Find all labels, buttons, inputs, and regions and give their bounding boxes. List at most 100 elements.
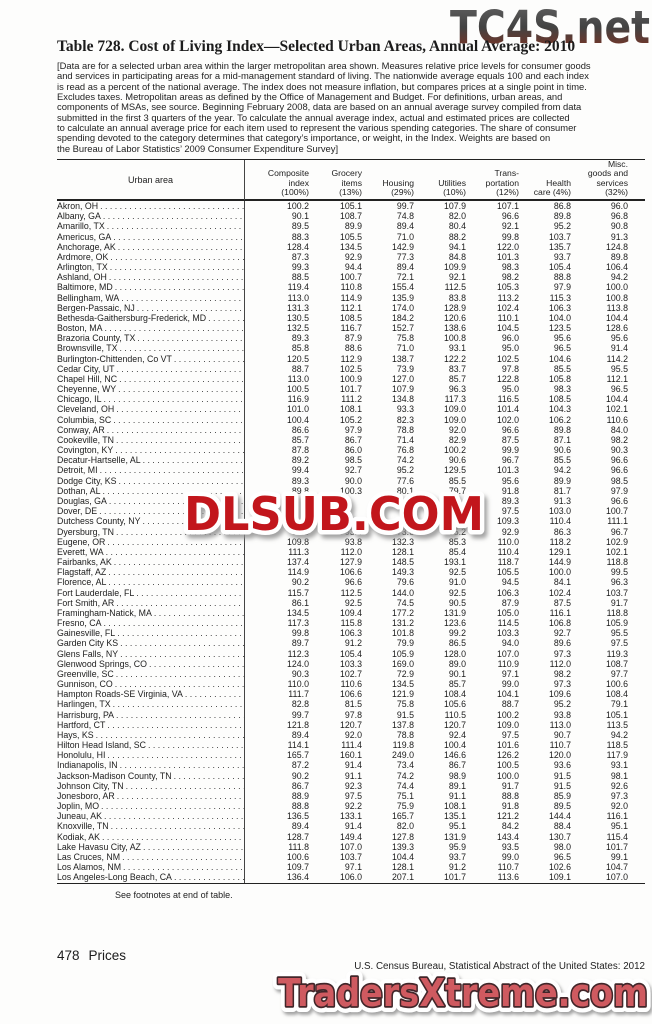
- row-value: 90.0: [344, 475, 362, 486]
- row-value: 85.7: [448, 373, 466, 384]
- table-row: Florence, AL 90.2 96.6 79.6 91.0 94.5 84…: [57, 577, 645, 588]
- row-value: 112.1: [340, 302, 362, 313]
- row-value: 96.6: [610, 495, 628, 506]
- row-value: 102.9: [605, 536, 628, 547]
- row-city-name: Flagstaff, AZ: [57, 567, 107, 578]
- row-value: 96.0: [610, 201, 628, 211]
- row-value: 111.7: [288, 689, 309, 700]
- row-value: 112.1: [606, 373, 628, 384]
- dot-leader: [135, 333, 244, 343]
- row-city-name: Brazoria County, TX: [57, 333, 136, 344]
- row-value: 100.2: [286, 201, 309, 211]
- row-city-name: Gunnison, CO: [57, 679, 113, 690]
- row-value: 90.1: [448, 668, 466, 679]
- row-value: 120.7: [443, 719, 466, 730]
- row-value: 77.6: [396, 475, 414, 486]
- row-value: 71.0: [396, 231, 414, 242]
- row-value: 100.6: [605, 679, 628, 690]
- header-composite-index: Composite index (100%): [267, 168, 309, 198]
- row-value: 102.0: [496, 414, 519, 425]
- row-value: 135.1: [443, 811, 466, 822]
- cost-of-living-table: Urban area Composite index (100%) Grocer…: [57, 159, 645, 900]
- row-value: 114.1: [287, 740, 309, 751]
- row-value: 103.7: [548, 231, 571, 242]
- row-value: 93.8: [553, 709, 571, 720]
- row-value: [245, 506, 309, 516]
- row-value: 104.6: [548, 353, 571, 364]
- row-value: 120.5: [286, 353, 309, 364]
- row-city-name: Garden City KS: [57, 638, 119, 649]
- row-value: 110.5: [444, 709, 466, 720]
- row-value: 85.7: [448, 679, 466, 690]
- row-city-name: Los Alamos, NM: [57, 862, 122, 873]
- row-value: 98.1: [610, 770, 628, 781]
- row-value: [362, 516, 414, 526]
- row-value: 91.4: [344, 760, 362, 771]
- dot-leader: [172, 354, 244, 364]
- row-value: 165.7: [286, 750, 309, 761]
- table-row: Dutchess County, NY 109.3 110.4 111.1: [57, 516, 645, 527]
- row-value: 99.1: [610, 852, 628, 862]
- table-row: Jonesboro, AR 88.9 97.5 75.1 91.1 88.8 8…: [57, 790, 645, 802]
- row-value: 94.2: [610, 272, 628, 283]
- row-value: 110.7: [549, 740, 571, 751]
- row-value: 89.0: [448, 658, 466, 669]
- row-value: 118.7: [497, 557, 519, 568]
- row-value: 113.0: [287, 292, 309, 303]
- row-value: 89.6: [553, 638, 571, 649]
- row-value: 105.1: [605, 709, 628, 720]
- row-value: 107.9: [391, 384, 414, 395]
- row-value: 95.2: [396, 465, 414, 476]
- row-value: 116.1: [549, 607, 571, 618]
- row-value: 96.5: [610, 384, 628, 395]
- row-value: 92.0: [448, 424, 466, 435]
- row-value: 128.1: [391, 546, 414, 557]
- row-value: 149.3: [391, 567, 414, 578]
- row-value: 122.8: [496, 373, 519, 384]
- row-value: 131.2: [391, 618, 414, 629]
- row-city-name: Eugene, OR: [57, 536, 106, 547]
- row-value: 84.0: [610, 424, 628, 435]
- dot-leader: [116, 242, 244, 252]
- row-value: 106.3: [496, 587, 519, 598]
- row-value: 91.8: [501, 801, 519, 812]
- row-city-name: Hays, KS: [57, 729, 94, 740]
- row-city-name: Bethesda-Gaithersburg-Frederick, MD: [57, 312, 207, 323]
- row-value: 121.2: [496, 811, 519, 822]
- row-value: 115.8: [340, 618, 362, 629]
- row-value: 91.0: [448, 577, 466, 588]
- row-value: 116.1: [606, 811, 628, 822]
- row-city-name: Detroit, MI: [57, 465, 98, 476]
- row-value: 79.9: [396, 638, 414, 649]
- dot-leader: [114, 710, 244, 720]
- row-value: 104.7: [605, 862, 628, 873]
- row-value: 110.7: [497, 862, 519, 873]
- row-value: 88.7: [291, 363, 309, 374]
- row-value: 184.2: [391, 312, 414, 323]
- row-value: 89.4: [291, 821, 309, 832]
- row-value: 109.1: [548, 872, 571, 883]
- table-row: Albany, GA 90.1 108.7 74.8 82.0 96.6 89.…: [57, 211, 645, 222]
- dot-leader: [112, 557, 244, 567]
- row-value: 129.1: [548, 546, 571, 557]
- row-city-name: Dothan, AL: [57, 485, 101, 496]
- row-value: 91.1: [448, 790, 466, 801]
- row-city-name: Jackson-Madison County, TN: [57, 770, 172, 781]
- dot-leader: [147, 659, 244, 669]
- row-value: 90.2: [291, 770, 309, 781]
- row-value: 101.6: [496, 740, 519, 751]
- row-value: 102.7: [339, 668, 362, 679]
- row-value: 91.2: [448, 862, 466, 873]
- row-value: 85.9: [553, 790, 571, 801]
- row-value: 88.4: [553, 821, 571, 832]
- row-value: 108.1: [443, 801, 466, 812]
- row-value: 92.5: [448, 587, 466, 598]
- row-value: 74.2: [396, 455, 414, 466]
- row-value: 98.5: [610, 475, 628, 486]
- row-value: 116.9: [287, 394, 309, 405]
- row-city-name: Lake Havasu City, AZ: [57, 841, 141, 852]
- row-value: 98.5: [344, 455, 362, 466]
- row-value: 86.7: [344, 434, 362, 445]
- row-value: 91.8: [501, 485, 519, 496]
- row-value: 127.9: [339, 557, 362, 568]
